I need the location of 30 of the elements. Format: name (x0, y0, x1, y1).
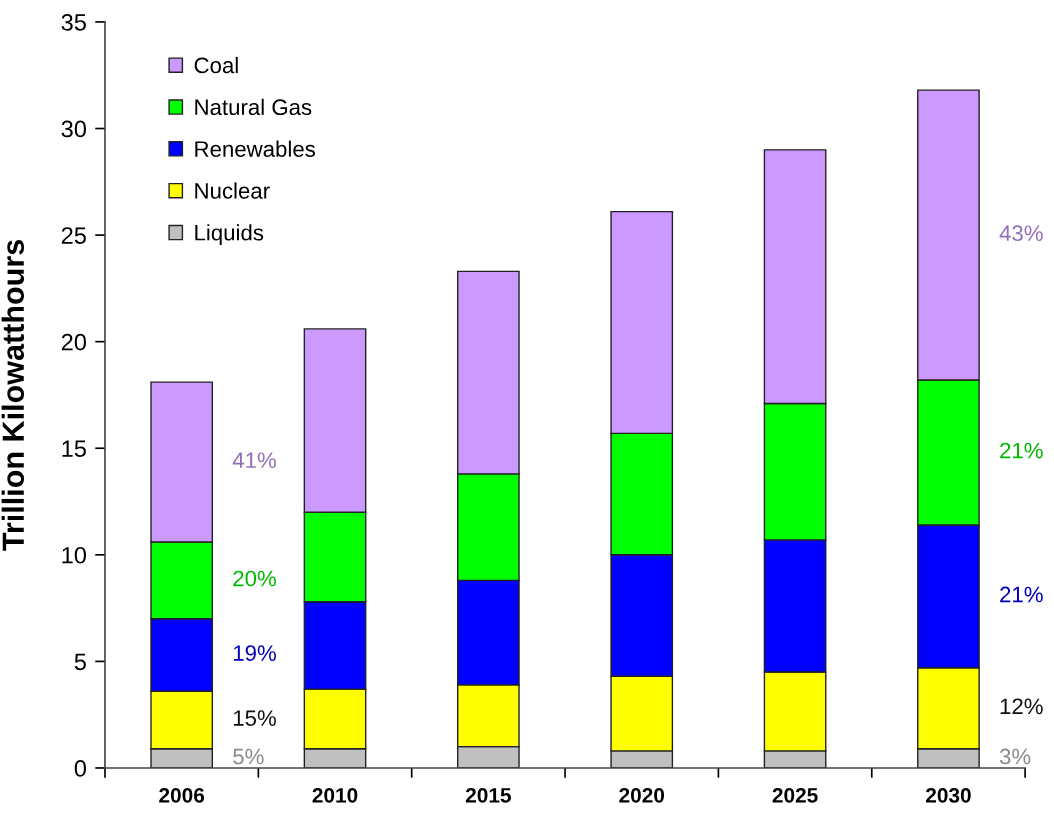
annotation: 3% (999, 748, 1031, 765)
y-axis-title: Trillion Kilowatthours (1, 240, 25, 551)
annotation: 21% (1000, 442, 1043, 459)
y-tick-label: 10 (62, 546, 86, 564)
legend-label: Natural Gas (195, 98, 312, 116)
legend-label: Nuclear (195, 182, 270, 199)
annotation: 21% (1000, 586, 1043, 603)
x-tick-label: 2006 (159, 787, 205, 803)
annotation: 41% (232, 452, 276, 468)
legend-label: Renewables (195, 140, 316, 157)
y-tick-label: 20 (61, 333, 86, 351)
x-tick-label: 2025 (772, 787, 818, 803)
y-tick-label: 35 (61, 14, 86, 31)
annotation: 19% (233, 645, 276, 661)
y-tick-label: 25 (61, 227, 86, 244)
legend-label: Coal (194, 56, 238, 74)
annotation: 15% (233, 710, 276, 726)
x-tick-label: 2020 (619, 787, 665, 803)
annotation: 12% (1000, 698, 1043, 715)
x-tick-label: 2010 (312, 787, 358, 803)
y-tick-label: 0 (74, 760, 86, 777)
legend-label: Liquids (195, 224, 264, 245)
x-tick-label: 2030 (925, 787, 971, 803)
y-tick-label: 15 (62, 440, 86, 458)
y-tick-label: 5 (74, 653, 86, 671)
y-tick-label: 30 (61, 120, 86, 138)
x-tick-label: 2015 (465, 787, 511, 803)
annotation: 20% (233, 570, 276, 587)
annotation: 5% (233, 748, 264, 765)
annotation: 43% (999, 225, 1043, 242)
